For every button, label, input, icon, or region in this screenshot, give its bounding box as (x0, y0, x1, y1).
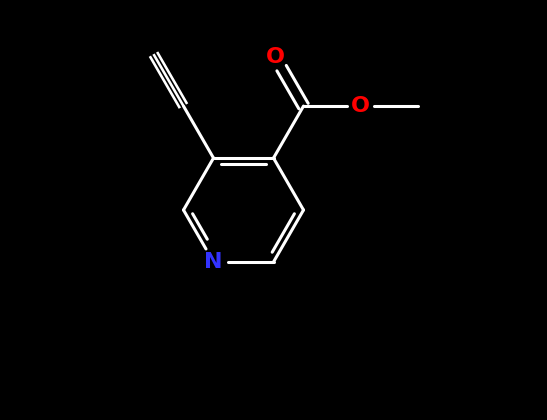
Text: O: O (351, 96, 370, 116)
Text: O: O (265, 47, 284, 67)
Text: N: N (204, 252, 223, 272)
